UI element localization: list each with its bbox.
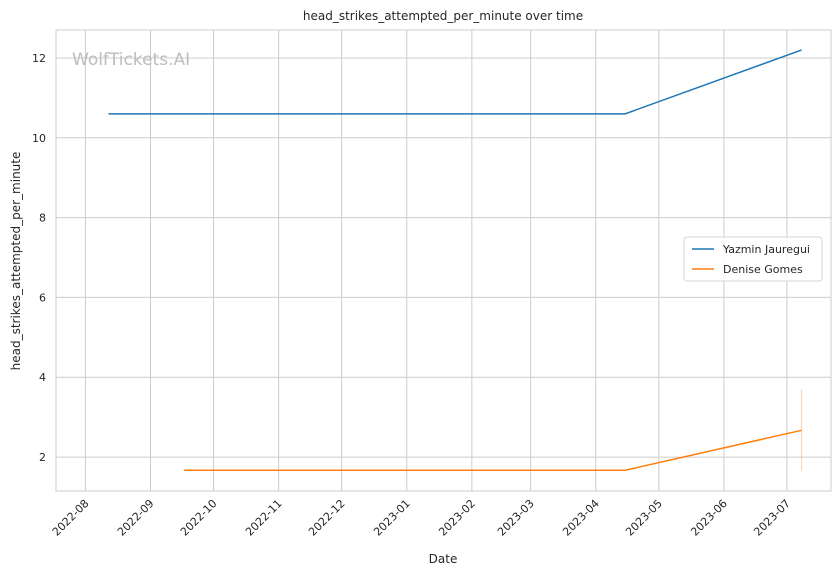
watermark: WolfTickets.AI	[72, 50, 190, 70]
y-tick-label: 4	[39, 371, 46, 384]
plot-frame	[55, 29, 832, 492]
y-tick-label: 10	[32, 132, 46, 145]
y-tick-label: 2	[39, 451, 46, 464]
series-layer	[108, 49, 803, 472]
y-tick-label: 6	[39, 291, 46, 304]
x-axis-title: Date	[429, 552, 458, 566]
y-tick-label: 12	[32, 52, 46, 65]
y-axis-title: head_strikes_attempted_per_minute	[9, 152, 23, 371]
y-tick-label: 8	[39, 212, 46, 225]
legend: Yazmin Jauregui Denise Gomes	[683, 236, 823, 282]
series-line-1	[108, 49, 802, 115]
series-line-2	[184, 429, 802, 471]
chart-title: head_strikes_attempted_per_minute over t…	[303, 9, 583, 23]
legend-label: Denise Gomes	[723, 263, 803, 276]
legend-label: Yazmin Jauregui	[722, 243, 810, 256]
legend-box	[683, 236, 823, 282]
